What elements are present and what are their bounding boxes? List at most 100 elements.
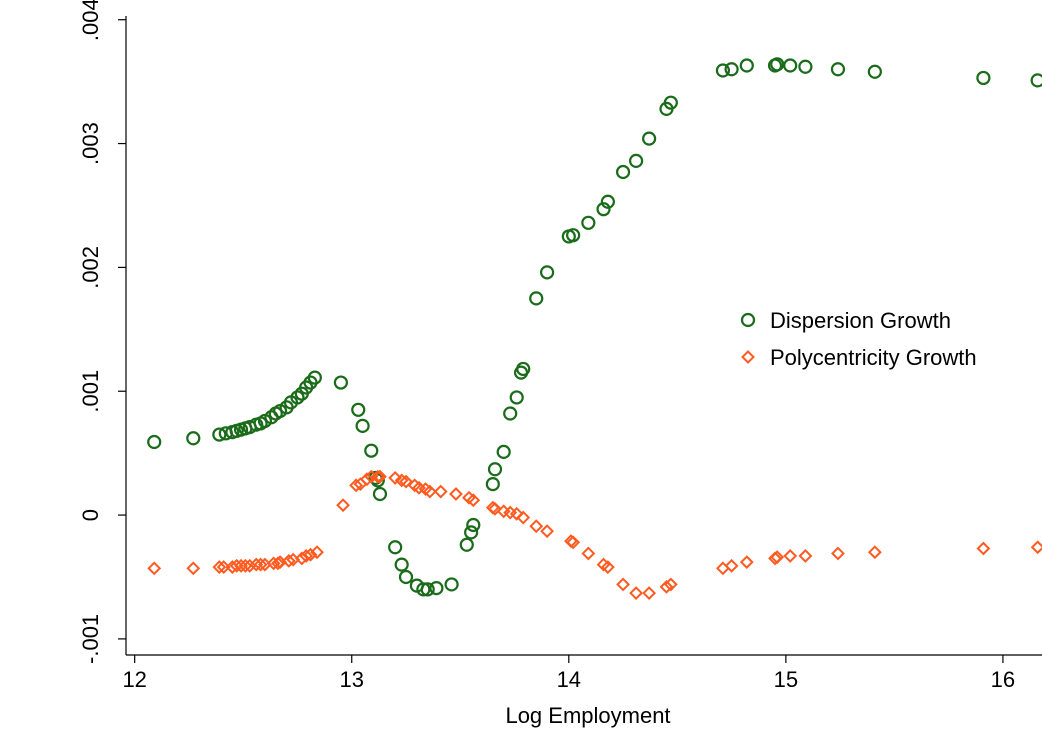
dispersion-point [529, 291, 544, 306]
dispersion-point [628, 153, 644, 168]
dispersion-point [596, 202, 611, 217]
x-tick-label: 13 [340, 667, 364, 692]
polycentricity-point [303, 547, 318, 562]
polycentricity-point [466, 493, 481, 508]
polycentricity-point [186, 561, 201, 576]
x-tick-label: 12 [122, 667, 146, 692]
polycentricity-point [642, 586, 657, 600]
polycentricity-point [336, 498, 350, 513]
x-tick-label: 16 [991, 667, 1015, 692]
polycentricity-point [360, 472, 374, 487]
x-tick-label: 14 [557, 667, 581, 692]
polycentricity-point [449, 487, 463, 501]
polycentricity-point [299, 549, 314, 563]
dispersion-point [388, 540, 403, 555]
dispersion-point [739, 58, 754, 73]
polycentricity-point [976, 541, 991, 556]
dispersion-point [867, 64, 882, 79]
polycentricity-point [600, 560, 615, 574]
y-tick-label: .004 [78, 0, 103, 41]
x-axis-ticks: 12 13 14 15 16 [122, 655, 1015, 692]
dispersion-point [429, 581, 444, 596]
dispersion-point [509, 390, 524, 405]
y-tick-label: .002 [78, 246, 103, 289]
dispersion-point [464, 525, 479, 540]
dispersion-point [1030, 73, 1042, 88]
dispersion-point [333, 375, 348, 390]
polycentricity-point [629, 586, 644, 600]
dispersion-point [770, 57, 785, 72]
legend-label: Dispersion Growth [770, 308, 951, 333]
polycentricity-point [516, 510, 531, 525]
dispersion-point [487, 462, 503, 477]
dispersion-point [783, 58, 798, 73]
dispersion-point [147, 434, 162, 450]
polycentricity-point [422, 484, 437, 499]
dispersion-point [566, 228, 581, 243]
dispersion-point [398, 569, 414, 585]
y-axis-ticks: -.001 0 .001 .002 .003 .004 [78, 0, 126, 664]
polycentricity-point [238, 558, 253, 573]
dispersion-point [372, 486, 388, 502]
dispersion-point [186, 431, 201, 446]
dispersion-point [663, 95, 678, 110]
dispersion-point [416, 582, 431, 597]
dispersion-point [394, 557, 409, 572]
polycentricity-point [370, 469, 385, 484]
polycentricity-point [399, 474, 413, 489]
polycentricity-point [266, 556, 281, 571]
polycentricity-point [529, 519, 544, 534]
polycentricity-point [253, 557, 268, 572]
dispersion-point [642, 131, 657, 146]
series-diamond [147, 469, 1042, 600]
dispersion-point [290, 390, 305, 405]
legend: Dispersion Growth Polycentricity Growth [740, 308, 977, 370]
dispersion-point [976, 70, 991, 86]
dispersion-point [724, 62, 739, 77]
dispersion-point [581, 215, 596, 230]
dispersion-point [307, 370, 322, 385]
dispersion-point [496, 444, 511, 460]
y-tick-label: .001 [78, 370, 103, 413]
legend-marker [741, 350, 755, 364]
dispersion-point [830, 62, 846, 77]
dispersion-point [466, 517, 481, 533]
dispersion-point [420, 582, 435, 597]
dispersion-point [444, 577, 459, 592]
polycentricity-point [724, 558, 739, 573]
polycentricity-point [281, 553, 296, 568]
polycentricity-point [770, 550, 785, 565]
x-tick-label: 15 [774, 667, 798, 692]
polycentricity-point [798, 549, 813, 563]
dispersion-point [459, 537, 474, 552]
x-axis-title: Log Employment [505, 703, 670, 728]
polycentricity-point [663, 577, 678, 592]
polycentricity-point [739, 555, 754, 570]
dispersion-point [615, 164, 631, 180]
polycentricity-point [310, 545, 324, 560]
polycentricity-point [616, 577, 630, 592]
y-tick-label: 0 [78, 509, 103, 521]
dispersion-point [351, 402, 366, 417]
y-tick-label: -.001 [78, 614, 103, 664]
polycentricity-point [488, 501, 502, 516]
polycentricity-point [433, 484, 448, 499]
polycentricity-point [566, 535, 581, 550]
polycentricity-point [212, 560, 227, 574]
polycentricity-point [540, 524, 555, 539]
dispersion-point [600, 194, 615, 209]
dispersion-point [212, 427, 227, 442]
y-tick-label: .003 [78, 122, 103, 165]
dispersion-point [539, 265, 555, 280]
polycentricity-point [242, 558, 257, 573]
dispersion-point [355, 418, 370, 434]
polycentricity-point [373, 469, 387, 484]
dispersion-point [485, 477, 500, 492]
polycentricity-point [388, 470, 403, 485]
legend-marker [740, 312, 756, 328]
polycentricity-point [867, 545, 882, 560]
polycentricity-point [394, 473, 409, 488]
polycentricity-point [831, 546, 845, 561]
dispersion-point [503, 406, 518, 421]
